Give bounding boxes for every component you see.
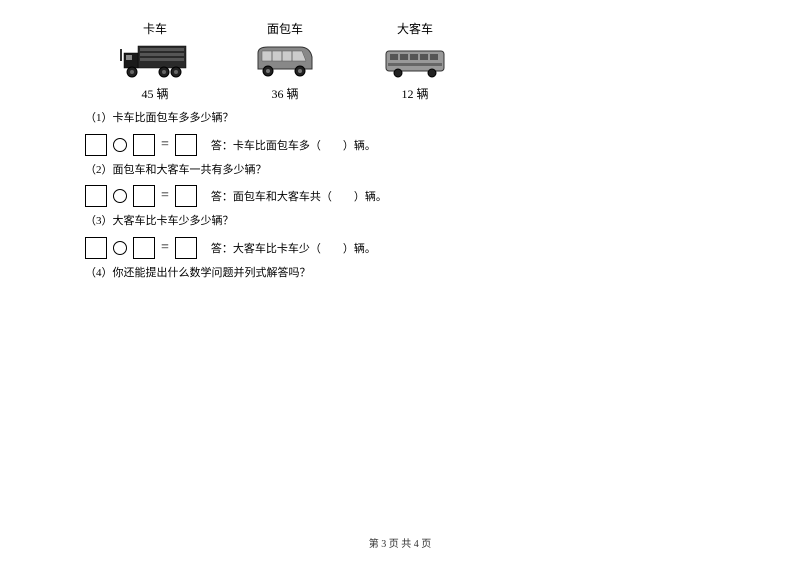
operator-circle[interactable]: [113, 138, 127, 152]
blank-box[interactable]: [85, 185, 107, 207]
van-label: 面包车: [267, 20, 303, 37]
page-footer: 第 3 页 共 4 页: [0, 535, 800, 550]
blank-box[interactable]: [175, 185, 197, 207]
blank-box[interactable]: [133, 134, 155, 156]
question-4-prompt: （4）你还能提出什么数学问题并列式解答吗？: [85, 265, 715, 283]
vehicle-truck: 卡车 45 辆: [120, 20, 190, 102]
van-icon: [250, 41, 320, 81]
equation-3: = 答：大客车比卡车少（ ）辆。: [85, 237, 715, 259]
operator-circle[interactable]: [113, 189, 127, 203]
blank-box[interactable]: [175, 134, 197, 156]
blank-box[interactable]: [133, 185, 155, 207]
truck-icon: [120, 41, 190, 81]
equation-2: = 答：面包车和大客车共（ ）辆。: [85, 185, 715, 207]
operator-circle[interactable]: [113, 241, 127, 255]
answer-2: 答：面包车和大客车共（ ）辆。: [211, 188, 387, 204]
bus-icon: [380, 41, 450, 81]
blank-box[interactable]: [175, 237, 197, 259]
answer-3: 答：大客车比卡车少（ ）辆。: [211, 240, 376, 256]
truck-count: 45 辆: [141, 85, 168, 102]
equals-sign: =: [161, 137, 169, 153]
vehicles-header: 卡车 45 辆 面包车: [120, 20, 715, 102]
van-count: 36 辆: [271, 85, 298, 102]
equals-sign: =: [161, 240, 169, 256]
blank-box[interactable]: [85, 237, 107, 259]
vehicle-bus: 大客车 12 辆: [380, 20, 450, 102]
blank-box[interactable]: [133, 237, 155, 259]
equation-1: = 答：卡车比面包车多（ ）辆。: [85, 134, 715, 156]
equals-sign: =: [161, 188, 169, 204]
bus-label: 大客车: [397, 20, 433, 37]
question-3-prompt: （3）大客车比卡车少多少辆？: [85, 213, 715, 231]
answer-1: 答：卡车比面包车多（ ）辆。: [211, 137, 376, 153]
truck-label: 卡车: [143, 20, 167, 37]
bus-count: 12 辆: [401, 85, 428, 102]
vehicle-van: 面包车 36 辆: [250, 20, 320, 102]
question-1-prompt: （1）卡车比面包车多多少辆？: [85, 110, 715, 128]
question-2-prompt: （2）面包车和大客车一共有多少辆？: [85, 162, 715, 180]
blank-box[interactable]: [85, 134, 107, 156]
